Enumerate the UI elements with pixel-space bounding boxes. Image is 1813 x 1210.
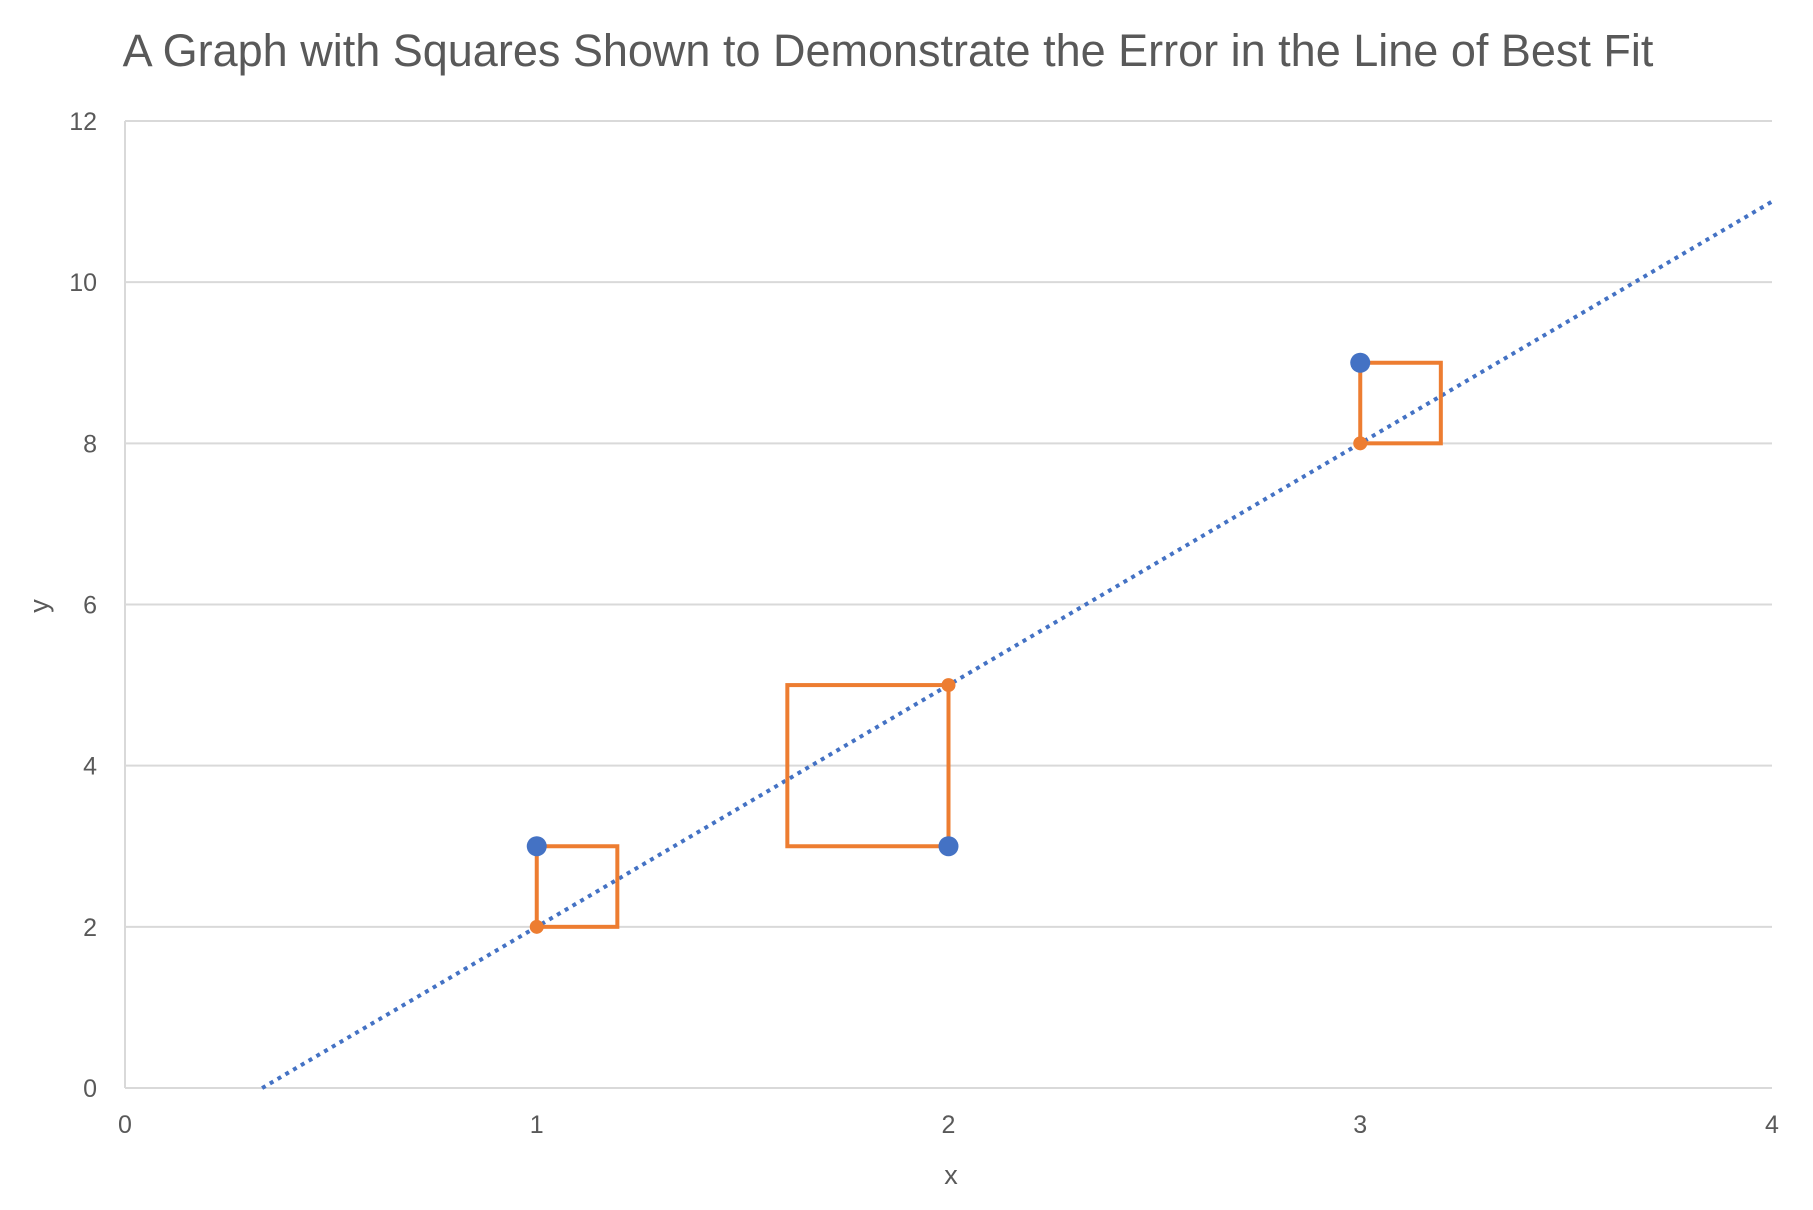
fitted-point bbox=[941, 678, 956, 693]
fitted-point bbox=[529, 919, 544, 934]
y-tick-label: 2 bbox=[83, 914, 97, 942]
y-tick-label: 12 bbox=[69, 108, 97, 136]
x-tick-label: 0 bbox=[118, 1111, 132, 1139]
error-square bbox=[1358, 360, 1443, 446]
trendline-layer bbox=[261, 199, 1774, 1090]
x-tick-label: 1 bbox=[530, 1111, 544, 1139]
y-tick-label: 4 bbox=[83, 753, 97, 781]
data-point bbox=[938, 836, 959, 857]
y-tick-label: 8 bbox=[83, 430, 97, 458]
x-tick-label: 4 bbox=[1765, 1111, 1779, 1139]
error-square bbox=[785, 683, 951, 849]
y-tick-label: 0 bbox=[83, 1075, 97, 1103]
chart-title: A Graph with Squares Shown to Demonstrat… bbox=[123, 25, 1654, 76]
grid-layer bbox=[124, 120, 1772, 1089]
y-tick-label: 10 bbox=[69, 269, 97, 297]
y-axis-title: y bbox=[24, 599, 54, 613]
fitted-point bbox=[1353, 436, 1368, 451]
trendline bbox=[261, 199, 1774, 1090]
data-point bbox=[526, 836, 547, 857]
data-points bbox=[526, 352, 1371, 934]
data-point bbox=[1350, 352, 1371, 373]
error-squares bbox=[534, 360, 1443, 929]
y-tick-label: 6 bbox=[83, 592, 97, 620]
x-tick-label: 2 bbox=[942, 1111, 956, 1139]
x-axis-title: x bbox=[944, 1160, 958, 1190]
error-square bbox=[534, 844, 620, 929]
x-tick-label: 3 bbox=[1353, 1111, 1367, 1139]
